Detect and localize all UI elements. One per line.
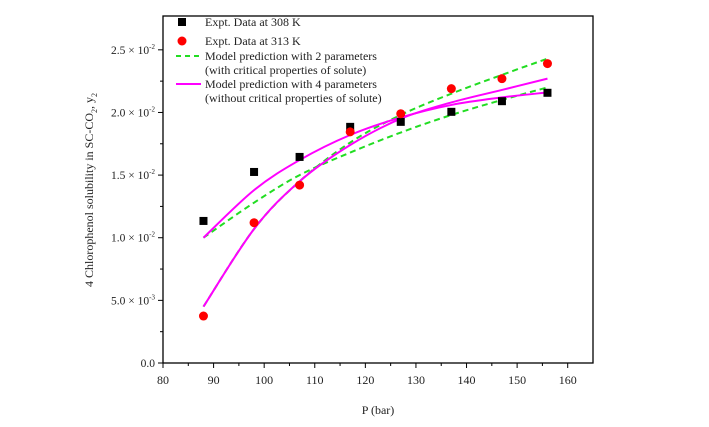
- data-point-308k: [396, 117, 405, 126]
- data-point-313k: [295, 180, 305, 190]
- data-point-313k: [542, 59, 552, 69]
- x-tick-label: 100: [255, 373, 273, 387]
- x-tick-label: 140: [458, 373, 476, 387]
- legend-label: Model prediction with 2 parameters: [205, 49, 377, 63]
- two-parameter-model-line: [202, 86, 548, 239]
- legend-label: Expt. Data at 313 K: [205, 34, 301, 48]
- legend-label-line2: (without critical properties of solute): [205, 91, 382, 105]
- y-tick-label: 0.0: [141, 358, 156, 370]
- y-tick-label: 1.5 × 10-2: [111, 168, 155, 182]
- x-tick-label: 130: [407, 373, 425, 387]
- data-point-313k: [249, 218, 259, 228]
- legend-circle-marker: [177, 36, 187, 46]
- data-point-308k: [295, 152, 304, 161]
- x-axis-label: P (bar): [362, 403, 395, 417]
- data-point-313k: [345, 127, 355, 137]
- data-point-313k: [198, 311, 208, 321]
- data-point-313k: [446, 84, 456, 94]
- data-point-308k: [543, 88, 552, 97]
- x-tick-label: 90: [208, 373, 220, 387]
- x-tick-label: 120: [356, 373, 374, 387]
- legend-label: Expt. Data at 308 K: [205, 15, 301, 29]
- legend-square-marker: [178, 18, 186, 26]
- x-tick-label: 160: [559, 373, 577, 387]
- data-point-308k: [346, 122, 355, 131]
- legend-label: Model prediction with 4 parameters: [205, 77, 377, 91]
- x-tick-label: 150: [508, 373, 526, 387]
- four-parameter-model-line: [202, 91, 548, 239]
- data-point-308k: [250, 167, 259, 176]
- four-parameter-model-line: [202, 77, 548, 308]
- data-point-313k: [497, 74, 507, 84]
- y-tick-label: 1.0 × 10-2: [111, 231, 155, 245]
- data-point-308k: [447, 107, 456, 116]
- legend-label-line2: (with critical properties of solute): [205, 63, 366, 77]
- data-point-308k: [199, 216, 208, 225]
- plot-frame: [162, 15, 594, 364]
- data-point-308k: [497, 97, 506, 106]
- y-tick-label: 2.0 × 10-2: [111, 105, 155, 119]
- x-tick-label: 110: [306, 373, 324, 387]
- data-point-313k: [396, 109, 406, 119]
- y-tick-label: 5.0 × 10-3: [111, 293, 155, 307]
- x-tick-label: 80: [157, 373, 169, 387]
- y-tick-label: 2.5 × 10-2: [111, 43, 155, 57]
- y-axis-label: 4 Chlorophenol solubility in SC-CO2, y2: [82, 93, 99, 287]
